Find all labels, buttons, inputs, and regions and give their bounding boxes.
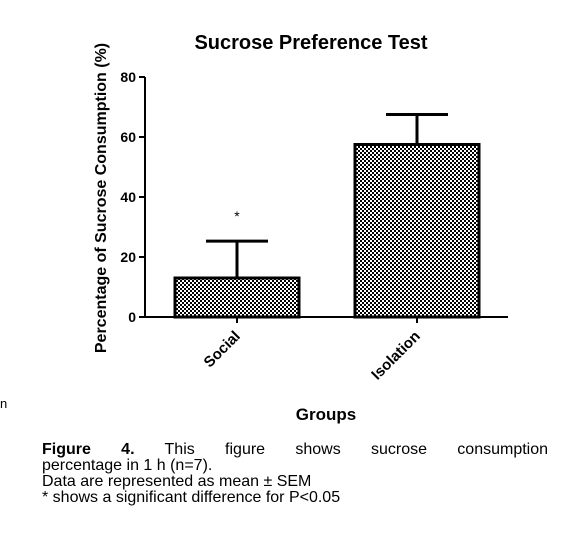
caption-line-4: * shows a significant difference for P<0… xyxy=(42,489,341,506)
figure-label: Figure 4. xyxy=(42,441,135,458)
y-tick-label: 0 xyxy=(128,309,136,325)
y-tick-label: 20 xyxy=(120,249,136,265)
bar-isolation xyxy=(353,143,481,319)
caption-line-2: percentage in 1 h (n=7). xyxy=(42,457,213,474)
bar-social xyxy=(173,276,301,319)
figure-caption: Figure 4. This figure shows sucrose cons… xyxy=(42,442,548,506)
x-tick-label-isolation: Isolation xyxy=(368,328,424,384)
y-tick-label: 40 xyxy=(120,189,136,205)
chart-title: Sucrose Preference Test xyxy=(194,32,427,54)
caption-line-3: Data are represented as mean ± SEM xyxy=(42,473,312,490)
x-tick-label-social: Social xyxy=(201,328,244,371)
caption-line-1: Figure 4. This figure shows sucrose cons… xyxy=(42,442,548,458)
plot-area: 0 20 40 60 80 Social Isolation * xyxy=(120,69,508,383)
y-axis-label: Percentage of Sucrose Consumption (%) xyxy=(93,43,110,353)
caption-line-1-text: This figure shows sucrose consumption xyxy=(164,441,549,458)
y-tick-label: 80 xyxy=(120,69,136,85)
x-axis-label: Groups xyxy=(296,405,356,424)
significance-asterisk: * xyxy=(234,208,240,224)
sucrose-preference-chart: Sucrose Preference Test Percentage of Su… xyxy=(93,32,508,424)
stray-character: n xyxy=(0,396,8,411)
y-tick-label: 60 xyxy=(120,129,136,145)
